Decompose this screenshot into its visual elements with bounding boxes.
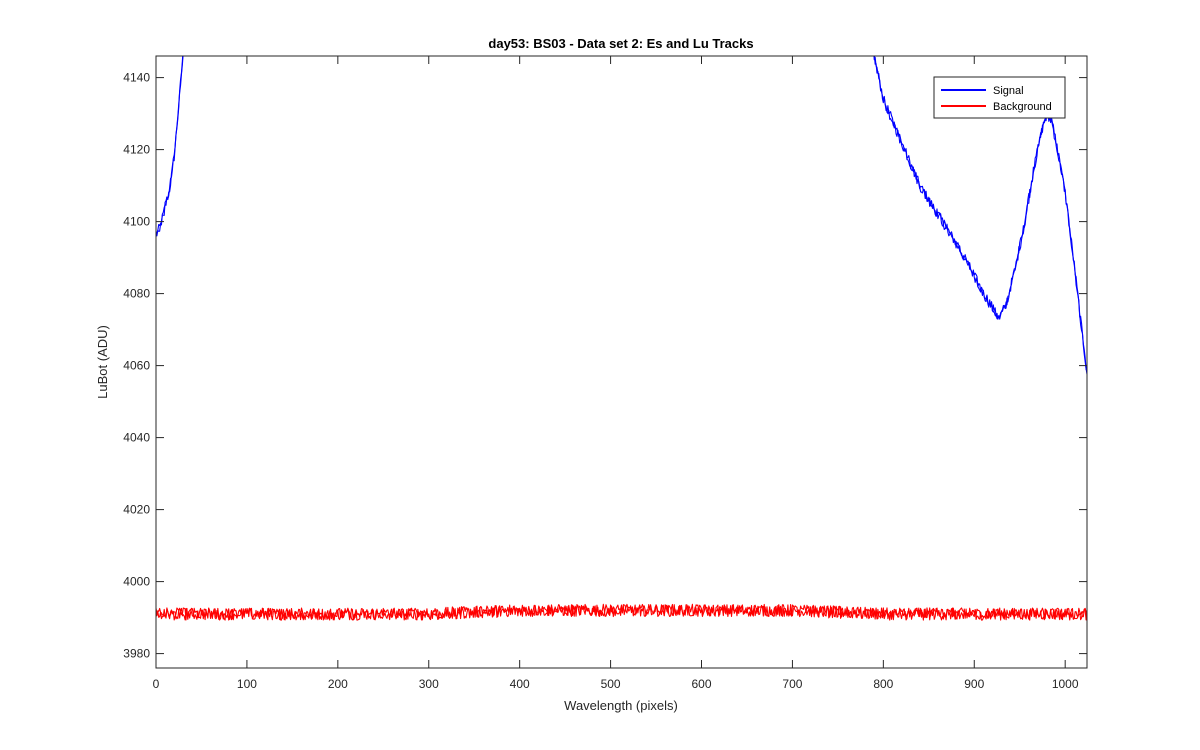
x-tick-label: 0 [153, 677, 160, 691]
y-tick-label: 4060 [123, 359, 150, 373]
chart-title: day53: BS03 - Data set 2: Es and Lu Trac… [488, 36, 753, 51]
legend: Signal Background [933, 76, 1066, 119]
x-tick-label: 800 [873, 677, 893, 691]
x-axis-label: Wavelength (pixels) [564, 698, 678, 713]
legend-label-signal: Signal [993, 85, 1024, 97]
x-tick-label: 1000 [1052, 677, 1079, 691]
x-tick-label: 500 [601, 677, 621, 691]
y-tick-label: 4120 [123, 143, 150, 157]
x-tick-label: 300 [419, 677, 439, 691]
y-tick-label: 4040 [123, 431, 150, 445]
y-tick-label: 3980 [123, 647, 150, 661]
legend-box [933, 76, 1066, 119]
x-tick-label: 600 [691, 677, 711, 691]
x-tick-label: 200 [328, 677, 348, 691]
x-tick-label: 700 [782, 677, 802, 691]
y-tick-label: 4000 [123, 575, 150, 589]
series-line-signal [873, 56, 1087, 375]
x-tick-label: 400 [510, 677, 530, 691]
x-tick-label: 100 [237, 677, 257, 691]
plot-area [156, 56, 1087, 668]
plot-border [155, 55, 1088, 669]
ticks-layer: 0 100 200 300 400 500 600 700 800 900 1000 3980 4000… [123, 56, 1087, 691]
y-tick-label: 4080 [123, 287, 150, 301]
series-line-background [156, 603, 1087, 621]
y-tick-label: 4100 [123, 215, 150, 229]
x-tick-label: 900 [964, 677, 984, 691]
legend-label-background: Background [993, 101, 1052, 113]
y-tick-label: 4140 [123, 71, 150, 85]
y-tick-label: 4020 [123, 503, 150, 517]
y-axis-label: LuBot (ADU) [95, 325, 110, 399]
